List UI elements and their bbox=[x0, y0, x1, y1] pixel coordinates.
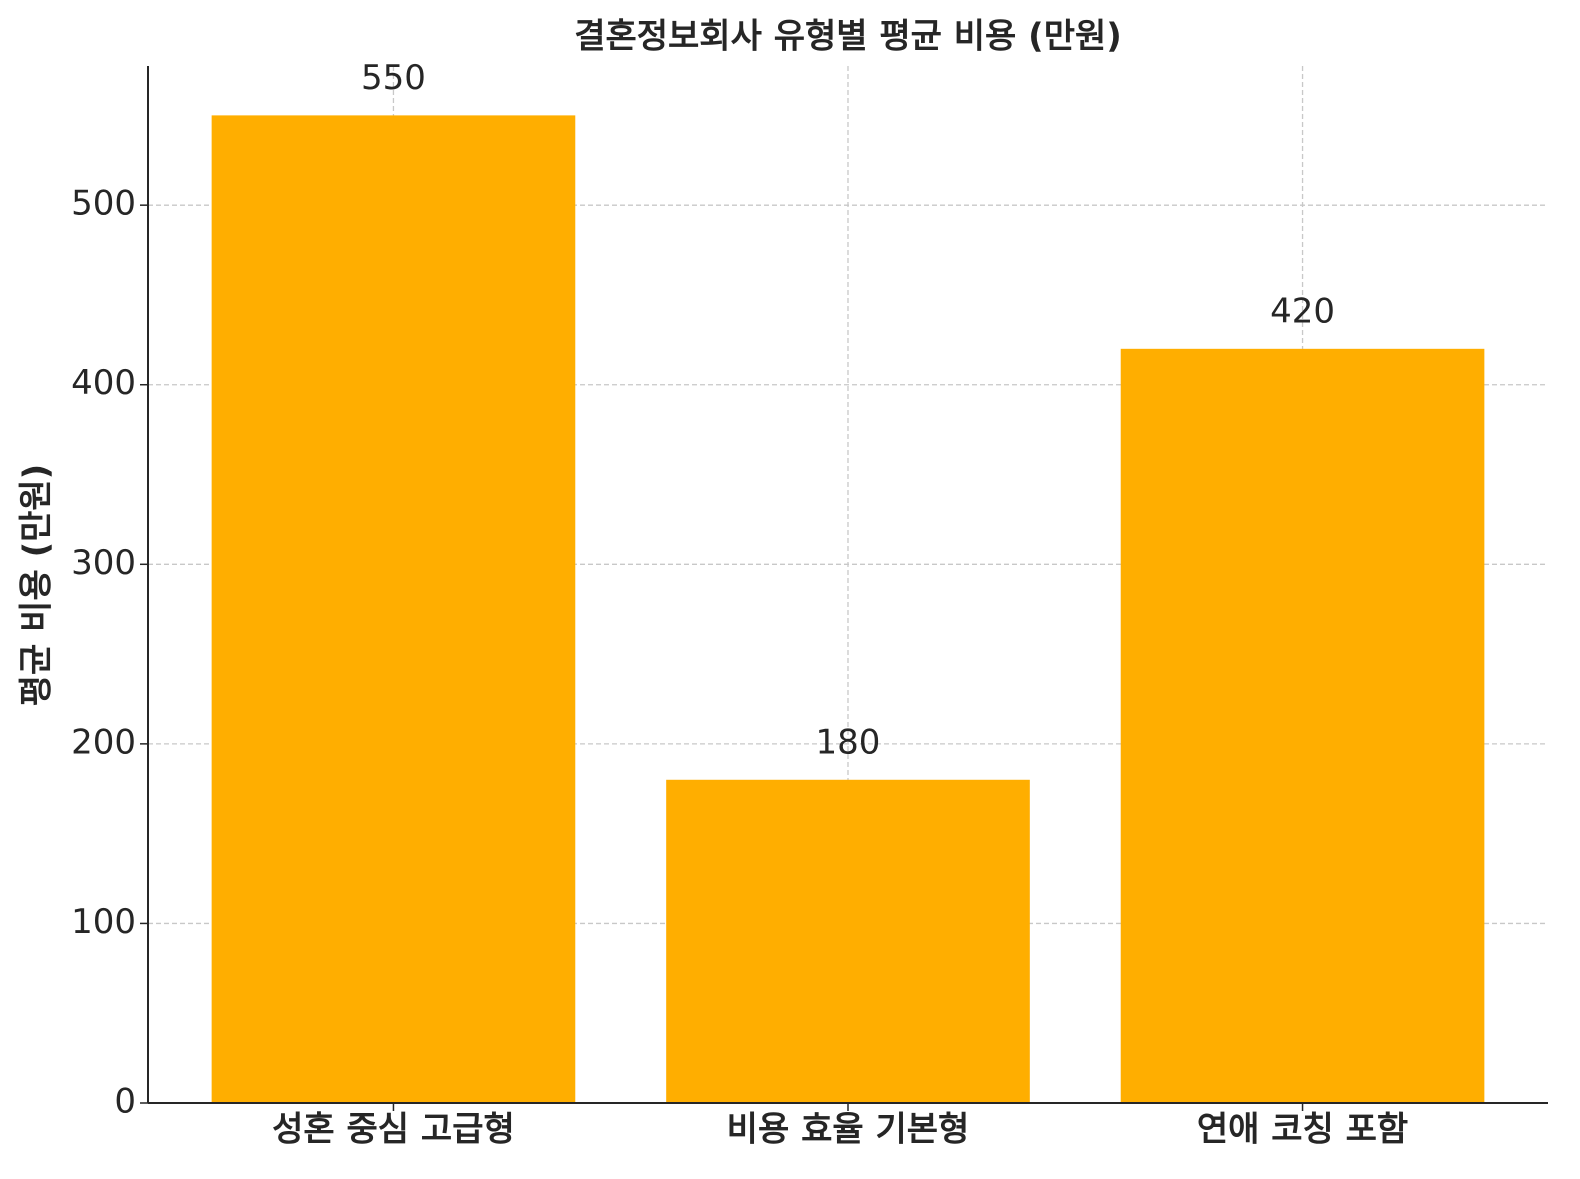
value-label: 550 bbox=[361, 58, 426, 98]
bar bbox=[211, 115, 576, 1103]
y-tick-label: 200 bbox=[71, 722, 136, 762]
y-tick-label: 0 bbox=[114, 1082, 136, 1122]
x-tick-label: 성혼 중심 고급형 bbox=[272, 1110, 515, 1150]
y-tick-label: 500 bbox=[71, 184, 136, 224]
y-tick-label: 400 bbox=[71, 363, 136, 403]
value-label: 180 bbox=[816, 722, 881, 762]
x-tick-label: 연애 코칭 포함 bbox=[1197, 1110, 1408, 1150]
bar bbox=[1120, 348, 1485, 1103]
bar bbox=[666, 779, 1030, 1103]
y-axis-label: 평균 비용 (만원) bbox=[17, 464, 57, 706]
y-tick-label: 100 bbox=[71, 902, 136, 942]
y-tick-label: 300 bbox=[71, 543, 136, 583]
value-label: 420 bbox=[1270, 291, 1335, 331]
x-tick-label: 비용 효율 기본형 bbox=[727, 1110, 970, 1150]
chart-title: 결혼정보회사 유형별 평균 비용 (만원) bbox=[574, 17, 1122, 57]
